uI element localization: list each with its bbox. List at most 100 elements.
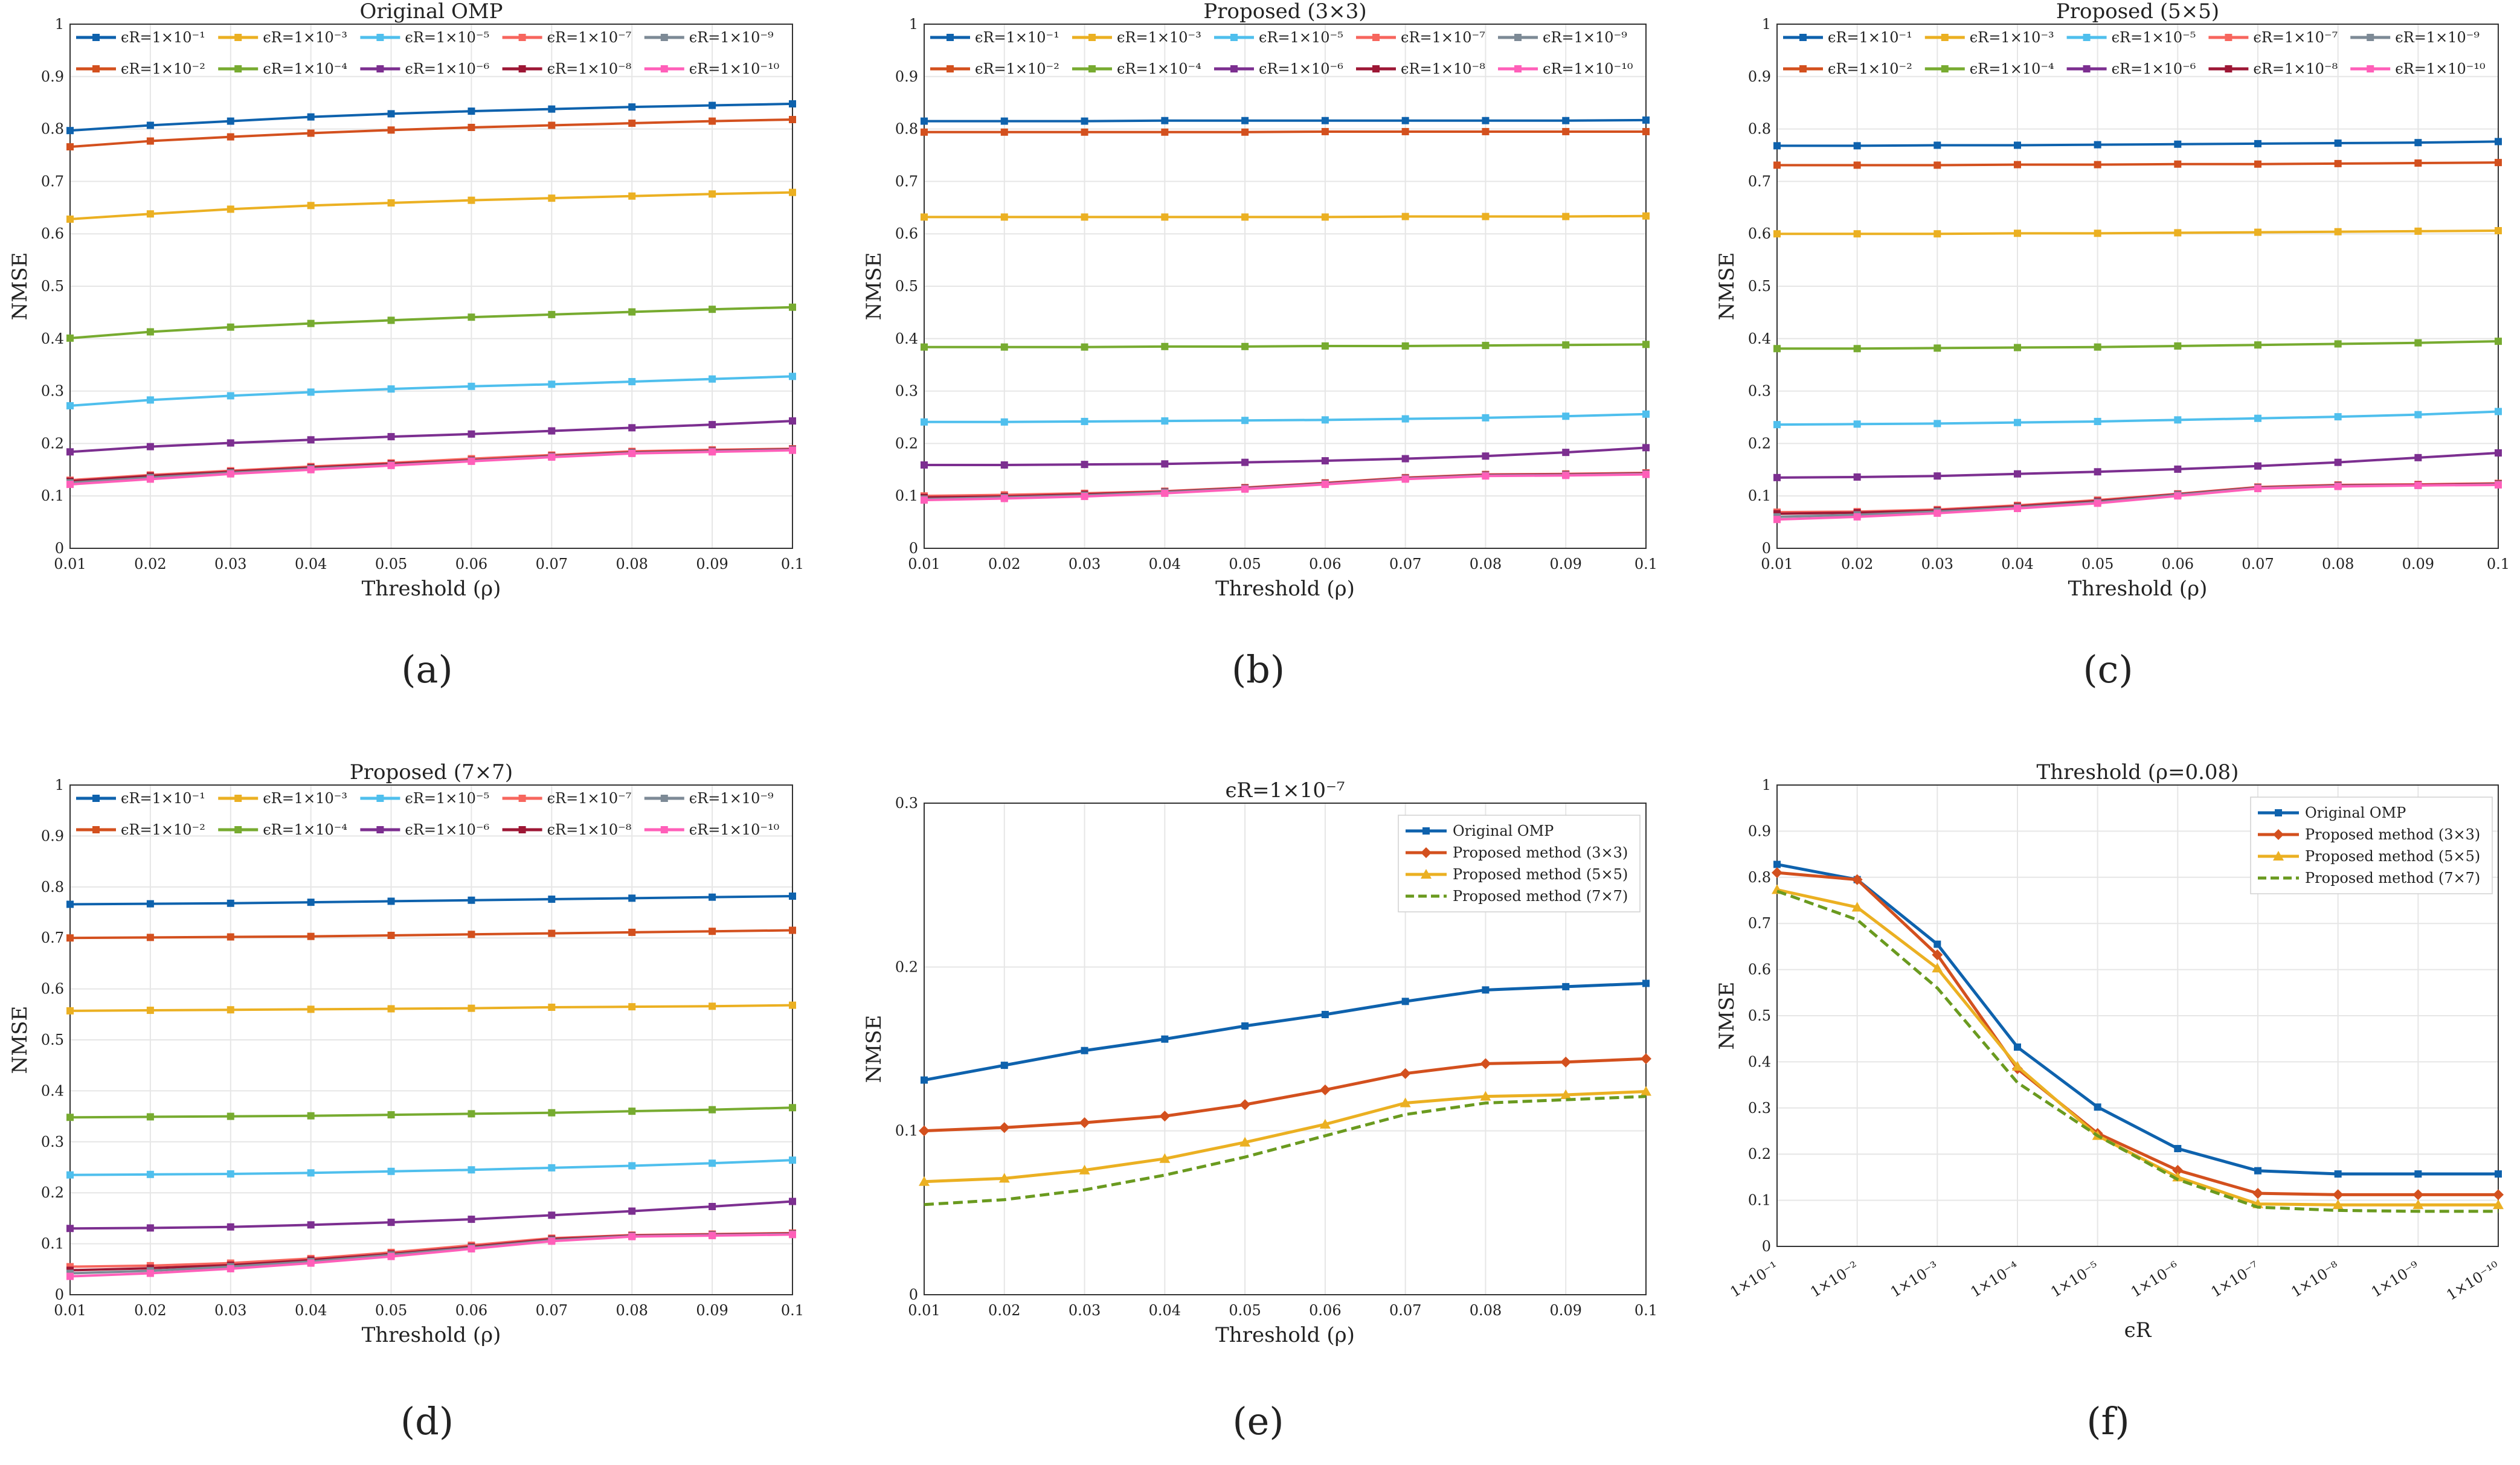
- legend-label: ϵR=1×10⁻⁷: [547, 29, 632, 46]
- x-tick-label: 0.08: [1470, 556, 1502, 572]
- data-point: [387, 1005, 395, 1013]
- legend-marker: [234, 795, 242, 802]
- data-point: [468, 123, 475, 131]
- series-line: [69, 894, 793, 906]
- series-line: [69, 191, 793, 220]
- data-point: [1161, 1035, 1169, 1043]
- x-tick-label: 0.07: [1389, 556, 1421, 572]
- x-tick-label: 0.06: [1309, 1302, 1341, 1319]
- chart-title: Threshold (ρ=0.08): [2037, 760, 2239, 784]
- data-point: [1401, 475, 1409, 483]
- data-point: [709, 306, 716, 313]
- x-axis-label: Threshold (ρ): [2068, 577, 2208, 601]
- y-tick-label: 0.3: [895, 383, 918, 400]
- y-tick-label: 1: [1762, 16, 1771, 33]
- data-point: [227, 933, 234, 941]
- series: [66, 115, 796, 151]
- data-point: [1642, 341, 1650, 348]
- data-point: [2174, 229, 2182, 237]
- data-point: [1482, 127, 1490, 135]
- data-point: [307, 932, 315, 940]
- y-tick-label: 0.4: [41, 1082, 64, 1099]
- series: [1772, 884, 2504, 1210]
- series: [921, 127, 1650, 136]
- data-point: [1641, 1086, 1651, 1096]
- data-point: [628, 1207, 636, 1215]
- data-point: [307, 388, 315, 396]
- panel-caption: (f): [2086, 1399, 2129, 1443]
- data-point: [146, 210, 154, 218]
- data-point: [2414, 159, 2422, 167]
- y-tick-label: 0.7: [41, 173, 64, 190]
- data-point: [468, 430, 475, 438]
- data-point: [789, 892, 796, 900]
- legend-label: ϵR=1×10⁻⁵: [1259, 29, 1343, 46]
- data-point: [2334, 340, 2342, 348]
- data-point: [227, 323, 234, 331]
- legend-label: ϵR=1×10⁻⁴: [263, 60, 347, 77]
- data-point: [1000, 343, 1008, 351]
- x-tick-label: 1×10⁻⁹: [2368, 1258, 2423, 1301]
- data-point: [628, 103, 636, 111]
- data-point: [1241, 128, 1249, 136]
- data-point: [227, 117, 234, 125]
- data-point: [2094, 141, 2101, 149]
- legend-marker: [1514, 65, 1522, 72]
- data-point: [628, 424, 636, 432]
- y-tick-label: 0.7: [1748, 173, 1771, 190]
- series-line: [1777, 140, 2499, 147]
- x-tick-label: 0.1: [781, 1302, 804, 1319]
- legend-label: ϵR=1×10⁻¹: [975, 29, 1059, 46]
- data-point: [66, 1171, 74, 1179]
- data-point: [66, 1007, 74, 1015]
- data-point: [1000, 495, 1008, 502]
- data-point: [387, 110, 395, 118]
- data-point: [2174, 342, 2182, 350]
- data-point: [227, 1223, 234, 1231]
- x-axis-label: Threshold (ρ): [362, 577, 501, 601]
- legend-marker: [92, 795, 100, 802]
- legend-label: Proposed method (7×7): [2305, 870, 2480, 886]
- x-tick-label: 0.05: [375, 1302, 407, 1319]
- data-point: [1161, 117, 1169, 124]
- series: [66, 373, 796, 409]
- x-tick-label: 0.08: [1470, 1302, 1502, 1319]
- data-point: [1319, 1084, 1331, 1095]
- data-point: [921, 496, 928, 504]
- data-point: [2414, 454, 2422, 461]
- data-point: [1933, 344, 1941, 352]
- legend: Original OMP Proposed method (3×3) Propose…: [1398, 815, 1641, 912]
- plot-frame: [1776, 784, 2499, 1247]
- data-point: [2495, 226, 2502, 234]
- data-point: [1482, 414, 1490, 422]
- y-tick-label: 0.5: [41, 278, 64, 295]
- data-point: [1159, 1153, 1171, 1163]
- legend-marker: [2275, 809, 2282, 816]
- x-axis-label: Threshold (ρ): [1215, 1323, 1355, 1347]
- x-tick-label: 0.02: [134, 556, 166, 572]
- x-tick-label: 0.04: [2001, 556, 2033, 572]
- data-point: [1079, 1117, 1090, 1129]
- legend-marker: [1230, 65, 1238, 72]
- data-point: [919, 1125, 930, 1136]
- data-point: [789, 1197, 796, 1205]
- data-point: [307, 1112, 315, 1120]
- legend-label: ϵR=1×10⁻⁵: [405, 29, 489, 46]
- series-line: [69, 1159, 793, 1176]
- legend-marker: [1421, 847, 1432, 858]
- data-point: [628, 308, 636, 316]
- data-point: [548, 105, 556, 113]
- data-point: [1853, 513, 1861, 521]
- data-point: [1241, 342, 1249, 350]
- data-point: [921, 117, 928, 125]
- data-point: [628, 377, 636, 385]
- legend-marker: [234, 826, 242, 833]
- y-axis-label: NMSE: [862, 252, 886, 321]
- y-tick-label: 0.2: [1748, 435, 1771, 452]
- series-line: [924, 473, 1647, 502]
- data-point: [1321, 342, 1329, 350]
- series: [66, 303, 796, 342]
- data-point: [921, 461, 928, 469]
- data-point: [468, 457, 475, 465]
- data-point: [1482, 117, 1490, 124]
